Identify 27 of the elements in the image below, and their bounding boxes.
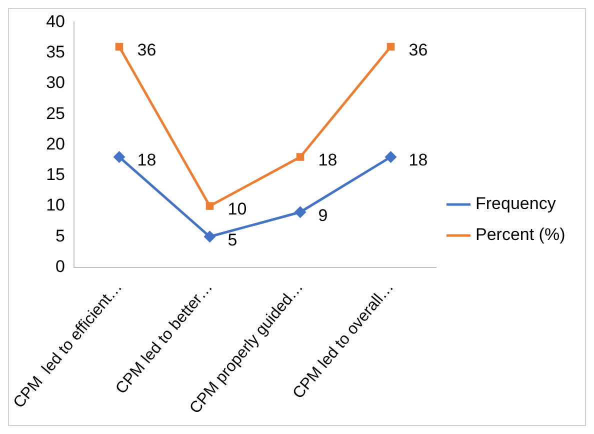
point [115, 42, 124, 51]
point [204, 230, 216, 243]
data-label: 5 [228, 230, 238, 250]
legend-label: Frequency [476, 194, 556, 214]
y-tick-label: 5 [56, 226, 65, 246]
data-label: 10 [228, 200, 247, 219]
y-tick-label: 20 [46, 134, 65, 154]
data-label: 36 [137, 40, 156, 60]
y-tick-label: 30 [46, 73, 65, 92]
y-tick-label: 0 [56, 256, 65, 276]
y-tick-label: 35 [46, 42, 65, 62]
y-tick-label: 25 [46, 104, 65, 123]
data-label: 9 [318, 206, 328, 225]
y-tick-label: 10 [46, 196, 65, 215]
point [113, 150, 126, 163]
data-label: 18 [318, 150, 338, 170]
legend-label: Percent (%) [476, 225, 566, 244]
point [206, 202, 214, 210]
data-label: 18 [408, 150, 428, 170]
point [386, 42, 395, 51]
point [294, 206, 306, 218]
point [296, 153, 304, 161]
point [384, 150, 397, 163]
data-label: 36 [408, 40, 428, 60]
data-label: 18 [137, 150, 156, 170]
y-tick-label: 40 [46, 12, 65, 31]
y-tick-label: 15 [46, 165, 65, 184]
